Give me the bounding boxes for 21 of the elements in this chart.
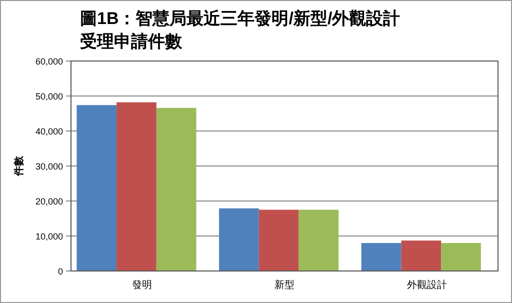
x-tick-label: 外觀設計 <box>406 279 447 291</box>
x-tick-label: 發明 <box>132 279 152 291</box>
bar <box>361 243 402 271</box>
y-tick-label: 50,000 <box>35 92 63 102</box>
bar <box>156 108 196 271</box>
y-axis-title: 件數 <box>13 155 25 177</box>
y-tick-label: 0 <box>58 266 63 276</box>
x-tick-label: 新型 <box>274 279 294 291</box>
y-tick-label: 60,000 <box>35 56 63 66</box>
y-tick-label: 20,000 <box>35 196 63 206</box>
bar <box>258 210 299 271</box>
bar <box>219 208 259 271</box>
chart-title: 圖1B：智慧局最近三年發明/新型/外觀設計受理申請件數 <box>80 9 400 51</box>
bar <box>401 240 442 271</box>
y-tick-label: 10,000 <box>35 232 63 242</box>
y-tick-label: 40,000 <box>35 126 63 136</box>
bar <box>298 210 339 271</box>
bar <box>116 102 156 271</box>
y-tick-label: 30,000 <box>35 162 63 172</box>
bar <box>441 243 481 271</box>
bar <box>76 105 117 271</box>
